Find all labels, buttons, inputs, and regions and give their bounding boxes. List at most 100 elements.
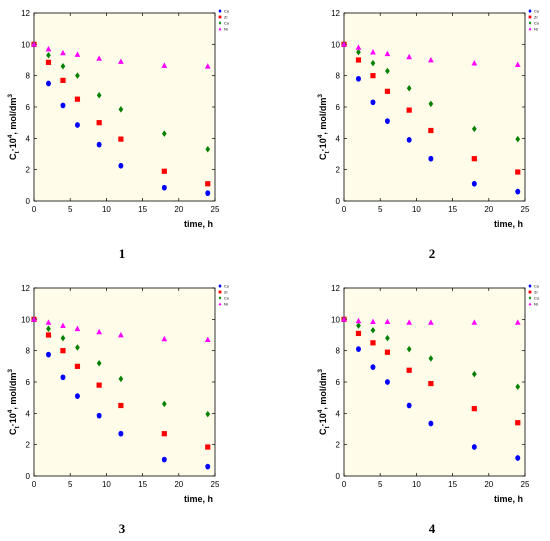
y-tick-label: 10 xyxy=(21,315,30,324)
x-tick-label: 10 xyxy=(102,205,111,214)
x-tick-label: 10 xyxy=(412,480,421,489)
chart-panel-1: 0 5 10 15 20 25 0 2 4 6 8 10 12 time, h Ct·104, mol/dm… xyxy=(7,8,230,261)
data-point-co xyxy=(370,327,376,334)
data-point-cu xyxy=(356,346,361,352)
legend-marker-zr xyxy=(528,290,532,294)
plot-area xyxy=(33,287,216,477)
y-tick-label: 8 xyxy=(336,72,341,81)
panel-number: 4 xyxy=(429,521,436,536)
x-tick-label: 20 xyxy=(174,205,183,214)
y-tick-label: 2 xyxy=(26,441,31,450)
legend-label-ni: Ni xyxy=(534,301,538,306)
legend-label-co: Co xyxy=(534,295,540,300)
data-point-zr xyxy=(355,57,362,63)
plot-area xyxy=(343,287,526,477)
data-point-zr xyxy=(118,402,124,409)
data-point-ni xyxy=(355,44,362,50)
data-point-co xyxy=(60,63,66,70)
data-point-co xyxy=(75,72,80,79)
data-point-ni xyxy=(370,49,376,55)
y-tick-label: 0 xyxy=(336,197,341,206)
legend-marker-cu xyxy=(218,9,222,13)
data-point-zr xyxy=(161,168,167,174)
x-tick-label: 20 xyxy=(174,480,183,489)
legend-marker-ni xyxy=(528,302,532,306)
data-point-ni xyxy=(161,335,168,342)
data-point-zr xyxy=(74,96,81,102)
x-tick-label: 20 xyxy=(484,205,493,214)
data-point-ni xyxy=(355,317,362,324)
legend-label-co: Co xyxy=(534,20,540,25)
data-point-co xyxy=(118,375,124,383)
y-tick-label: 10 xyxy=(331,315,340,324)
x-tick-label: 10 xyxy=(102,480,111,489)
data-point-ni xyxy=(341,316,347,322)
chart-panel-3: 0 5 10 15 20 25 0 2 4 6 8 10 12 time, h Ct·104, mol/dm… xyxy=(7,283,230,536)
data-point-ni xyxy=(74,51,81,57)
legend-label-cu: Cu xyxy=(534,283,539,288)
data-point-co xyxy=(406,345,412,353)
y-tick-label: 0 xyxy=(26,472,31,481)
y-tick-label: 10 xyxy=(21,40,30,49)
data-point-zr xyxy=(161,431,167,437)
y-tick-label: 10 xyxy=(331,40,340,49)
y-tick-label: 8 xyxy=(26,72,31,81)
data-point-cu xyxy=(384,118,390,124)
y-axis-label: Ct·104, mol/dm3 xyxy=(7,369,21,435)
data-point-ni xyxy=(406,53,413,60)
data-point-zr xyxy=(355,330,362,337)
legend-label-ni: Ni xyxy=(534,26,538,31)
data-point-zr xyxy=(370,340,376,346)
data-point-co xyxy=(356,322,361,329)
x-tick-label: 25 xyxy=(521,480,530,489)
data-point-zr xyxy=(118,136,124,142)
plot-area xyxy=(343,12,526,202)
legend-label-cu: Cu xyxy=(224,8,229,13)
data-point-co xyxy=(385,67,390,75)
y-tick-label: 0 xyxy=(336,472,341,481)
legend-marker-zr xyxy=(528,15,532,19)
legend-label-co: Co xyxy=(224,295,230,300)
data-point-ni xyxy=(74,325,81,332)
data-point-co xyxy=(428,100,434,108)
data-point-cu xyxy=(370,99,376,106)
x-tick-label: 15 xyxy=(138,205,147,214)
data-point-zr xyxy=(471,406,477,412)
data-point-ni xyxy=(31,316,37,322)
data-point-co xyxy=(370,59,376,67)
chart-panel-4: 0 5 10 15 20 25 0 2 4 6 8 10 12 time, h Ct·104, mol/dm… xyxy=(317,283,540,536)
y-tick-label: 12 xyxy=(331,284,340,293)
data-point-co xyxy=(515,135,521,143)
data-point-cu xyxy=(118,162,124,169)
data-point-ni xyxy=(60,49,66,56)
data-point-cu xyxy=(205,463,211,470)
data-point-ni xyxy=(31,41,37,47)
legend-marker-zr xyxy=(218,15,222,19)
data-point-zr xyxy=(384,349,391,355)
data-point-zr xyxy=(384,88,391,94)
panel-number: 3 xyxy=(119,521,126,536)
legend-label-zr: Zr xyxy=(224,14,228,19)
data-point-zr xyxy=(60,77,66,83)
data-point-ni xyxy=(161,62,168,68)
data-point-cu xyxy=(161,184,167,191)
data-point-cu xyxy=(428,155,434,162)
x-tick-label: 15 xyxy=(138,480,147,489)
data-point-ni xyxy=(370,318,376,325)
y-tick-label: 12 xyxy=(331,9,340,18)
data-point-co xyxy=(118,106,124,113)
data-point-cu xyxy=(370,364,376,370)
y-tick-label: 6 xyxy=(26,378,31,387)
data-point-co xyxy=(515,383,521,390)
y-tick-label: 4 xyxy=(26,409,31,418)
data-point-zr xyxy=(74,363,81,369)
y-axis-label: Ct·104, mol/dm3 xyxy=(7,94,21,160)
data-point-cu xyxy=(60,374,66,381)
data-point-co xyxy=(161,130,167,137)
chart-panel-2: 0 5 10 15 20 25 0 2 4 6 8 10 12 time, h Ct·104, mol/dm… xyxy=(317,8,540,261)
y-tick-label: 8 xyxy=(336,347,341,356)
data-point-ni xyxy=(428,319,434,325)
x-tick-label: 15 xyxy=(448,480,457,489)
data-point-cu xyxy=(406,137,412,143)
data-point-ni xyxy=(96,328,103,335)
